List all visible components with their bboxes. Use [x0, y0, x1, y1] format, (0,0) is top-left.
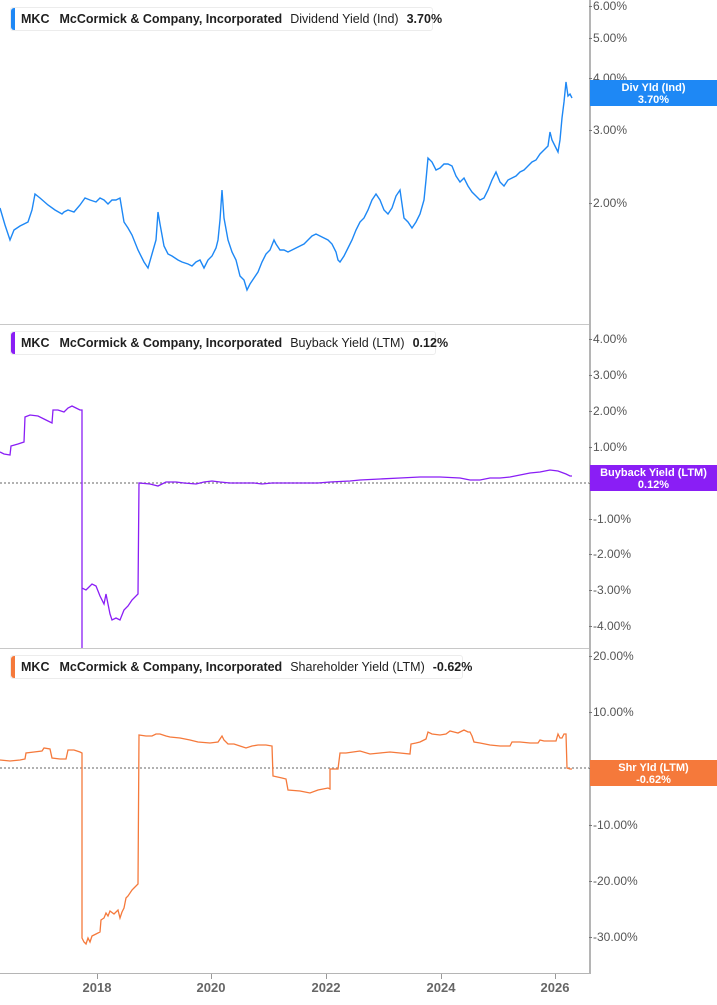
legend-metric: Buyback Yield (LTM)	[290, 336, 405, 350]
shareholder-yield-legend: MKC McCormick & Company, Incorporated Sh…	[10, 655, 472, 679]
y-tick: 5.00%	[588, 31, 628, 45]
x-tick-label: 2018	[82, 980, 112, 995]
x-tick-label: 2022	[311, 980, 341, 995]
x-tick-mark	[97, 974, 98, 979]
y-tick: -20.00%	[589, 874, 638, 888]
y-tick: 2.00%	[588, 404, 628, 418]
flag-label: Buyback Yield (LTM)	[600, 467, 707, 479]
y-tick: -2.00%	[588, 547, 632, 561]
buyback-yield-value-flag: Buyback Yield (LTM) 0.12%	[590, 465, 717, 491]
y-tick: 4.00%	[588, 332, 628, 346]
legend-metric: Dividend Yield (Ind)	[290, 12, 399, 26]
y-axis-line	[589, 0, 591, 324]
y-tick: 3.00%	[588, 368, 628, 382]
x-tick-label: 2020	[196, 980, 226, 995]
legend-ticker: MKC	[21, 336, 50, 350]
buyback-yield-panel: MKC McCormick & Company, Incorporated Bu…	[0, 324, 717, 648]
dividend-yield-legend: MKC McCormick & Company, Incorporated Di…	[10, 7, 442, 31]
x-tick-mark	[211, 974, 212, 979]
flag-label: Shr Yld (LTM)	[618, 762, 689, 774]
panel-divider	[0, 324, 589, 325]
flag-label: Div Yld (Ind)	[621, 82, 686, 94]
legend-company: McCormick & Company, Incorporated	[59, 12, 283, 26]
flag-value: -0.62%	[636, 774, 671, 786]
series-color-bar	[11, 656, 15, 678]
legend-ticker: MKC	[21, 12, 50, 26]
legend-company: McCormick & Company, Incorporated	[59, 336, 283, 350]
buyback-yield-plot	[0, 405, 589, 648]
legend-value: -0.62%	[432, 660, 473, 674]
panel-divider	[0, 648, 589, 649]
y-tick: -4.00%	[588, 619, 632, 633]
dividend-yield-line	[0, 81, 573, 292]
x-tick-label: 2024	[426, 980, 456, 995]
legend-value: 0.12%	[412, 336, 449, 350]
x-tick-mark	[326, 974, 327, 979]
y-tick: 3.00%	[588, 123, 628, 137]
series-color-bar	[11, 8, 15, 30]
series-color-bar	[11, 332, 15, 354]
legend-metric: Shareholder Yield (LTM)	[290, 660, 425, 674]
y-tick: 10.00%	[589, 705, 634, 719]
x-tick-mark	[555, 974, 556, 979]
dividend-yield-plot	[0, 81, 573, 292]
x-axis-line	[0, 973, 591, 974]
legend-company: McCormick & Company, Incorporated	[59, 660, 283, 674]
y-tick: -30.00%	[589, 930, 638, 944]
buyback-yield-line	[0, 405, 572, 648]
y-tick: -3.00%	[588, 583, 632, 597]
x-tick-label: 2026	[540, 980, 570, 995]
y-tick: 1.00%	[588, 440, 628, 454]
dividend-yield-value-flag: Div Yld (Ind) 3.70%	[590, 80, 717, 106]
shareholder-yield-line	[0, 729, 572, 946]
flag-value: 0.12%	[637, 479, 670, 491]
shareholder-yield-value-flag: Shr Yld (LTM) -0.62%	[590, 760, 717, 786]
shareholder-yield-plot	[0, 729, 589, 946]
legend-value: 3.70%	[406, 12, 443, 26]
y-tick: 20.00%	[589, 649, 634, 663]
y-tick: -1.00%	[588, 512, 632, 526]
x-tick-mark	[441, 974, 442, 979]
y-axis-line	[589, 648, 591, 974]
legend-ticker: MKC	[21, 660, 50, 674]
y-tick: -10.00%	[589, 818, 638, 832]
y-tick: 2.00%	[588, 196, 628, 210]
buyback-yield-legend: MKC McCormick & Company, Incorporated Bu…	[10, 331, 448, 355]
dividend-yield-panel: MKC McCormick & Company, Incorporated Di…	[0, 0, 717, 324]
flag-value: 3.70%	[637, 94, 670, 106]
shareholder-yield-panel: MKC McCormick & Company, Incorporated Sh…	[0, 648, 717, 974]
y-tick: 6.00%	[588, 0, 628, 13]
